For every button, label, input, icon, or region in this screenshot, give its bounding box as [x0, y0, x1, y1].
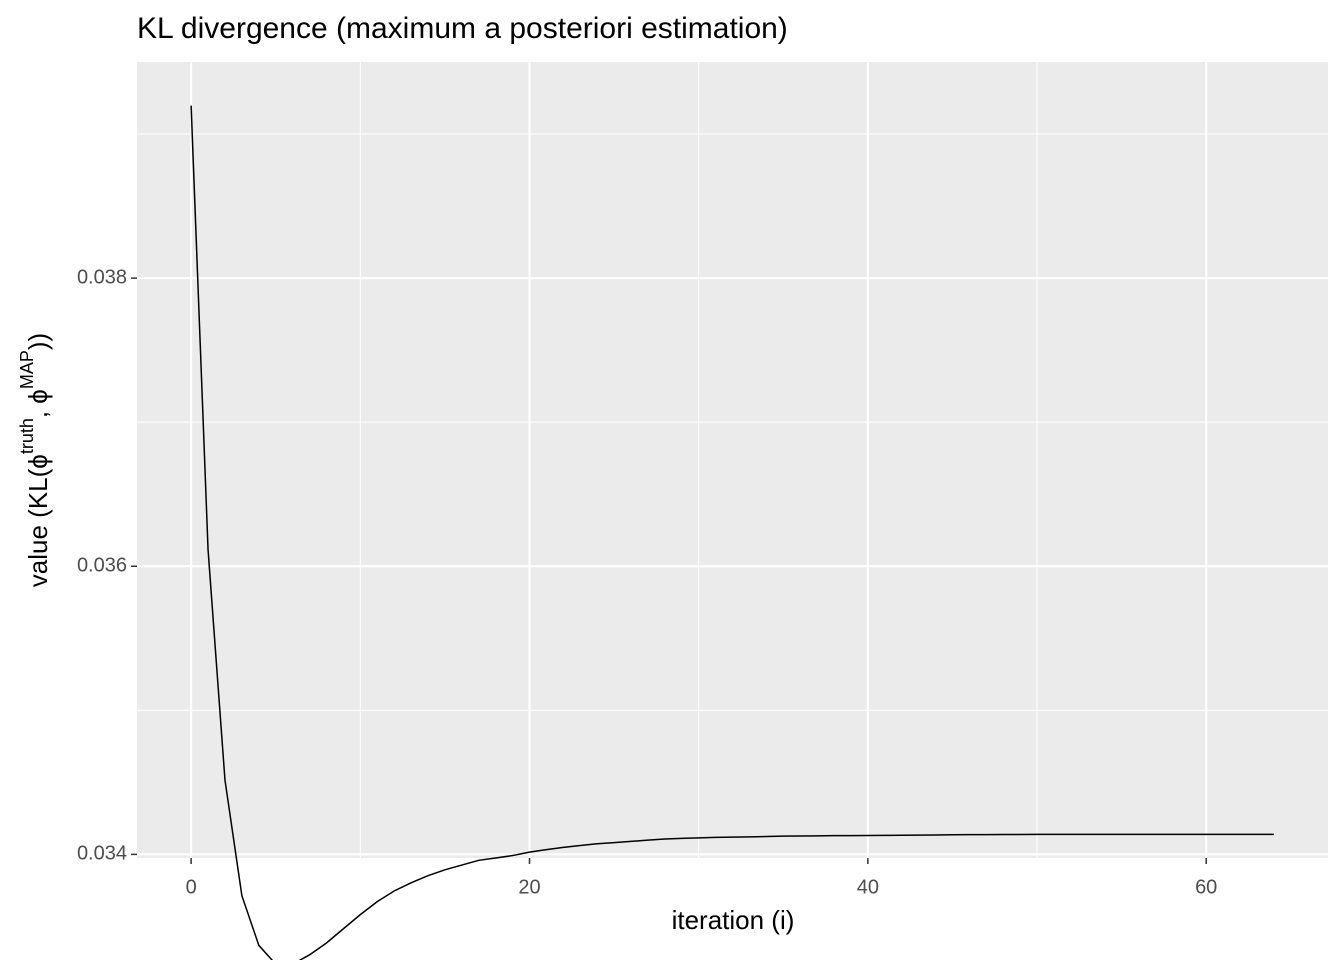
y-title-sup: truth — [17, 418, 37, 454]
y-title-part: )) — [23, 333, 53, 350]
x-axis-title: iteration (i) — [672, 905, 795, 935]
y-title-sup: MAP — [17, 350, 37, 389]
y-title-part: value (KL(ϕ — [23, 454, 53, 587]
y-tick-label: 0.036 — [77, 555, 127, 577]
panel — [137, 62, 1328, 858]
y-tick-label: 0.034 — [77, 843, 127, 865]
x-tick-label: 40 — [857, 876, 879, 898]
y-title-part: , ϕ — [23, 389, 53, 418]
x-tick-label: 20 — [518, 876, 540, 898]
chart-title: KL divergence (maximum a posteriori esti… — [137, 12, 788, 45]
line — [190, 105, 1274, 960]
x-tick-label: 0 — [186, 876, 197, 898]
y-tick-label: 0.038 — [77, 266, 127, 288]
y-axis-title: value (KL(ϕtruth, ϕMAP)) — [17, 333, 53, 587]
x-tick-label: 60 — [1195, 876, 1217, 898]
